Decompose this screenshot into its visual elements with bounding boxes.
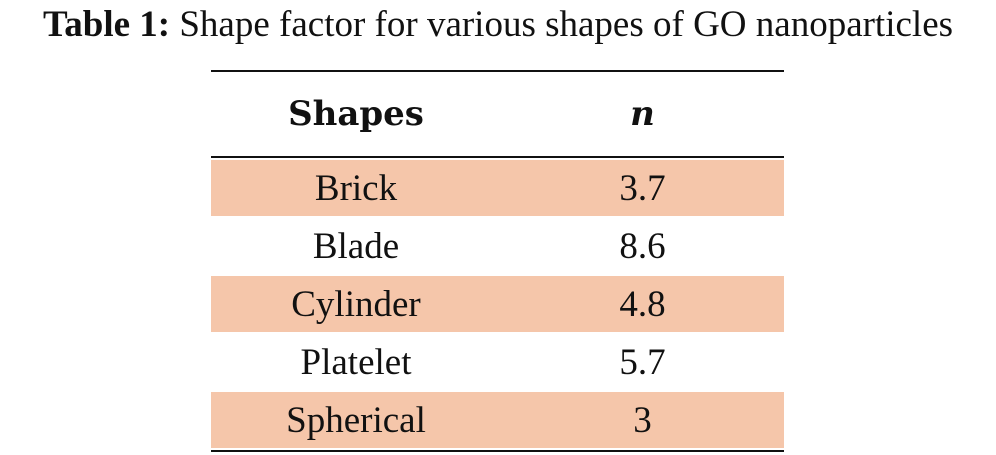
cell-shape: Platelet <box>300 341 412 383</box>
cell-shape: Cylinder <box>291 283 421 325</box>
cell-n: 4.8 <box>619 283 666 325</box>
table-top-rule <box>211 70 784 72</box>
caption-label: Table 1: <box>42 4 171 45</box>
header-n: n <box>630 94 655 134</box>
cell-n: 3.7 <box>619 167 666 209</box>
table-bottom-rule <box>211 450 784 452</box>
table-header-row: Shapes n <box>211 72 784 156</box>
cell-shape: Spherical <box>286 399 426 441</box>
table-row: Brick 3.7 <box>211 160 784 216</box>
table-caption: Table 1: Shape factor for various shapes… <box>0 2 996 48</box>
cell-n: 8.6 <box>619 225 666 267</box>
cell-shape: Brick <box>314 167 398 209</box>
header-shapes: Shapes <box>288 94 424 134</box>
table-row: Cylinder 4.8 <box>211 276 784 332</box>
cell-n: 5.7 <box>619 341 666 383</box>
shape-factor-table: Shapes n Brick 3.7 Blade 8.6 Cylinder 4.… <box>211 70 784 452</box>
cell-n: 3 <box>633 399 652 441</box>
table-row: Platelet 5.7 <box>211 334 784 390</box>
cell-shape: Blade <box>312 225 400 267</box>
caption-text: Shape factor for various shapes of GO na… <box>170 4 954 45</box>
table-header-rule <box>211 156 784 158</box>
table-row: Blade 8.6 <box>211 218 784 274</box>
table-row: Spherical 3 <box>211 392 784 448</box>
